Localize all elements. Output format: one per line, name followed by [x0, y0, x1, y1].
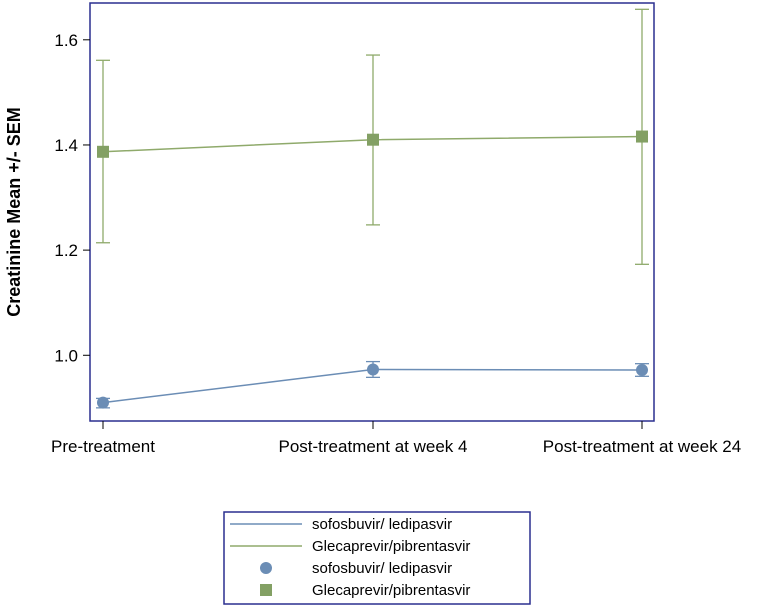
- legend-square-swatch: [260, 584, 272, 596]
- legend-circle-swatch: [260, 562, 272, 574]
- legend-label: sofosbuvir/ ledipasvir: [312, 560, 452, 577]
- legend-label: sofosbuvir/ ledipasvir: [312, 516, 452, 533]
- series-markers: [97, 130, 648, 409]
- data-point-circle: [367, 363, 379, 376]
- x-tick-label: Pre-treatment: [51, 437, 155, 456]
- plot-frame: [89, 2, 655, 422]
- x-tick-label: Post-treatment at week 24: [543, 437, 741, 456]
- y-tick-label: 1.2: [54, 241, 78, 260]
- x-axis: Pre-treatment Post-treatment at week 4 Pos…: [51, 421, 741, 456]
- legend-label: Glecaprevir/pibrentasvir: [312, 582, 470, 599]
- legend-label: Glecaprevir/pibrentasvir: [312, 538, 470, 555]
- data-point-circle: [636, 363, 648, 376]
- data-point-square: [636, 130, 648, 143]
- data-point-square: [367, 133, 379, 146]
- error-bars: [96, 8, 649, 409]
- y-tick-label: 1.4: [54, 136, 78, 155]
- y-tick-label: 1.6: [54, 31, 78, 50]
- data-point-circle: [97, 396, 109, 409]
- y-axis: 1.0 1.2 1.4 1.6: [54, 31, 90, 365]
- data-point-square: [97, 145, 109, 158]
- legend-box: [223, 511, 531, 605]
- y-axis-label: Creatinine Mean +/- SEM: [4, 107, 24, 317]
- legend: sofosbuvir/ ledipasvir Glecaprevir/pibren…: [230, 516, 470, 599]
- x-tick-label: Post-treatment at week 4: [279, 437, 468, 456]
- y-tick-label: 1.0: [54, 346, 78, 365]
